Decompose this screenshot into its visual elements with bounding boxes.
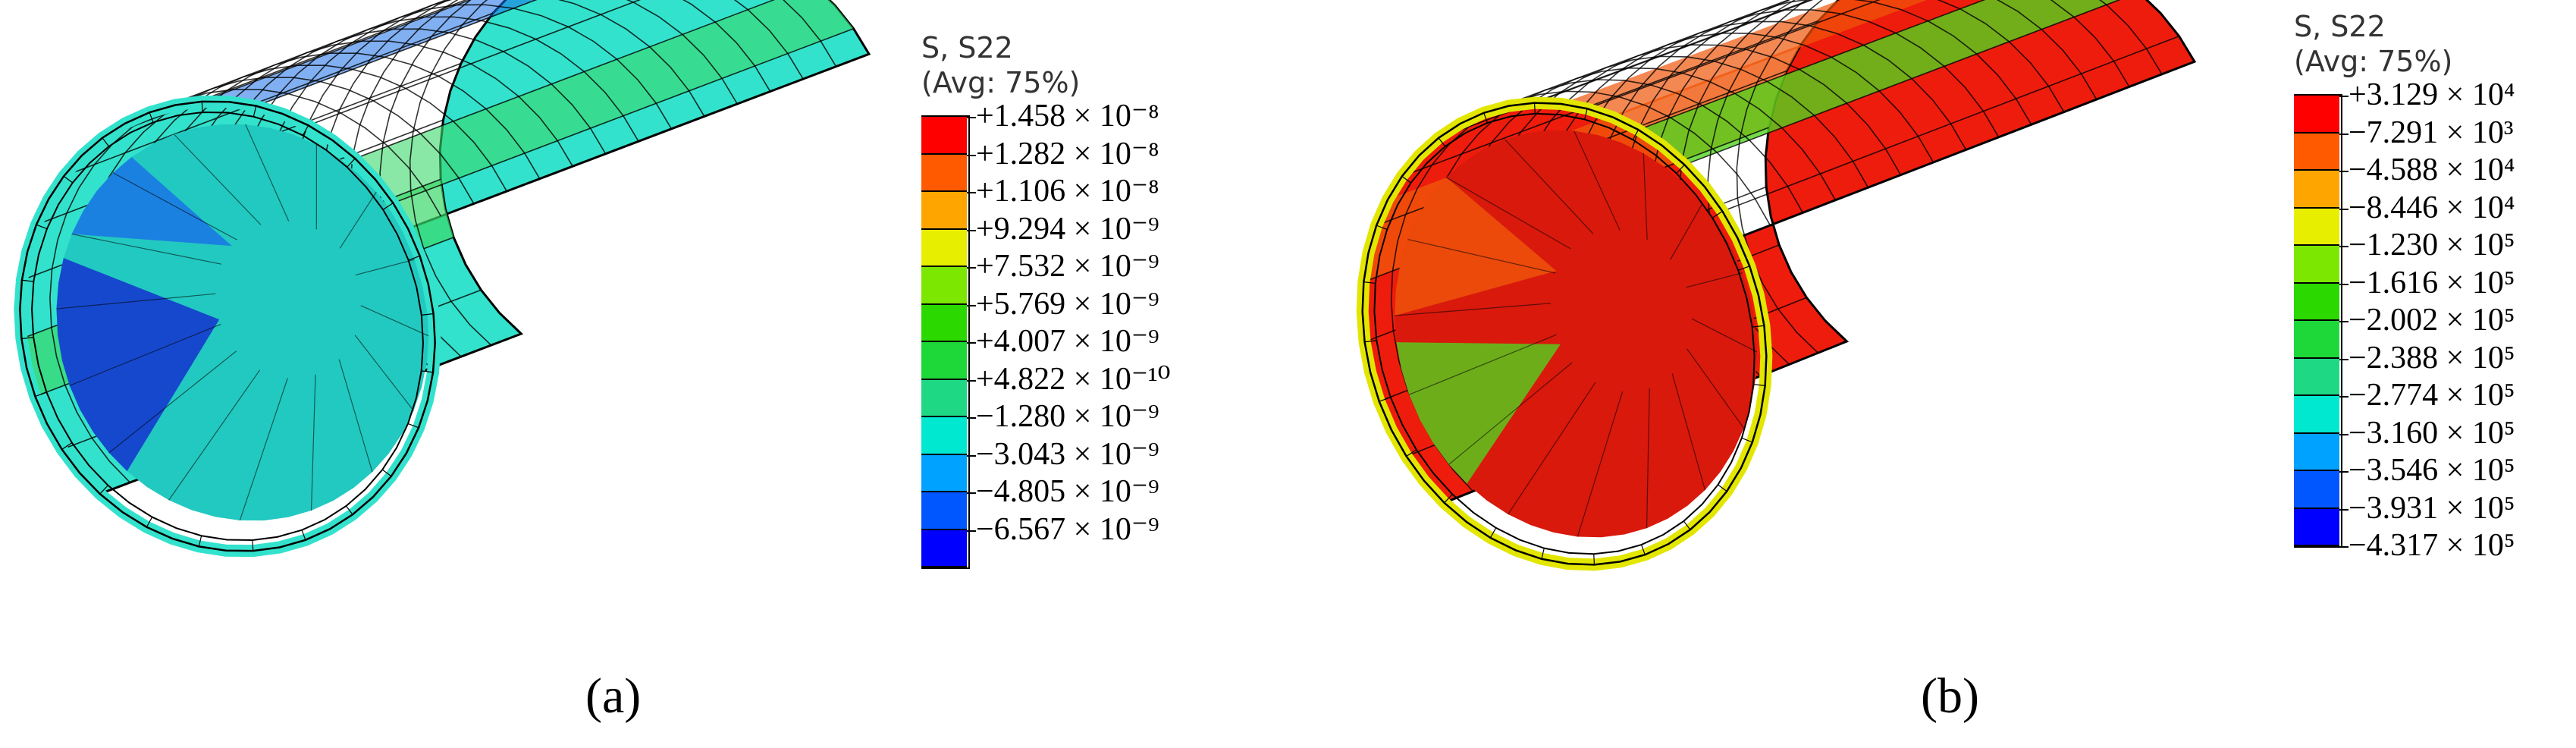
colorbar-tick xyxy=(2339,96,2349,97)
legend-a: S, S22 (Avg: 75%) +1.458 × 10⁻⁸ +1.282 × … xyxy=(921,30,1170,569)
stress-band xyxy=(1638,0,2119,165)
colorbar-tick xyxy=(967,154,976,156)
colorbar-swatch xyxy=(2294,396,2339,434)
colorbar-tick xyxy=(2339,283,2349,285)
colorbar-swatch xyxy=(921,267,967,305)
colorbar-swatch xyxy=(921,229,967,267)
colorbar-label: +1.106 × 10⁻⁸ xyxy=(976,174,1159,209)
colorbar-swatch xyxy=(921,492,967,530)
legend-a-averaging: (Avg: 75%) xyxy=(921,66,1081,99)
tube-contour-plot-a xyxy=(14,0,871,558)
colorbar-swatch xyxy=(921,192,967,230)
colorbar-label: −4.805 × 10⁻⁹ xyxy=(976,474,1159,509)
colorbar-label: −3.546 × 10⁵ xyxy=(2349,453,2515,488)
colorbar-label: +1.458 × 10⁻⁸ xyxy=(976,99,1159,134)
colorbar-label: −3.043 × 10⁻⁹ xyxy=(976,436,1159,472)
colorbar-tick xyxy=(967,454,976,457)
colorbar-tick xyxy=(2339,471,2349,473)
colorbar-swatch xyxy=(2294,246,2339,284)
colorbar-swatch xyxy=(921,304,967,342)
colorbar-tick xyxy=(2339,321,2349,322)
colorbar-swatch xyxy=(2294,283,2339,321)
colorbar-swatch xyxy=(2294,96,2339,134)
colorbar-tick xyxy=(2339,133,2349,135)
colorbar-tick xyxy=(2339,246,2349,247)
colorbar-label: −7.291 × 10³ xyxy=(2349,115,2514,150)
legend-a-title: S, S22 xyxy=(921,31,1013,64)
colorbar-tick xyxy=(967,379,976,382)
legend-b-averaging: (Avg: 75%) xyxy=(2294,45,2453,78)
colorbar-tick xyxy=(2339,358,2349,360)
panel-b: S, S22 (Avg: 75%) +3.129 × 10⁴ −7.291 × 1… xyxy=(1288,0,2576,748)
colorbar-label: −6.567 × 10⁻⁹ xyxy=(976,511,1159,547)
colorbar-swatch xyxy=(2294,321,2339,359)
colorbar-tick xyxy=(967,304,976,306)
colorbar-tick xyxy=(2339,171,2349,172)
colorbar-tick xyxy=(2339,546,2349,548)
colorbar-label: −4.317 × 10⁵ xyxy=(2349,528,2515,563)
colorbar-label: +3.129 × 10⁴ xyxy=(2349,77,2515,112)
colorbar-tick xyxy=(967,492,976,494)
colorbar-tick xyxy=(2339,508,2349,511)
colorbar-label: +4.822 × 10⁻¹⁰ xyxy=(976,361,1171,397)
colorbar-label: −3.160 × 10⁵ xyxy=(2349,415,2515,451)
colorbar-swatch xyxy=(921,342,967,380)
colorbar-swatch xyxy=(2294,471,2339,509)
colorbar-label: −1.280 × 10⁻⁹ xyxy=(976,399,1159,434)
colorbar-label: −2.774 × 10⁵ xyxy=(2349,378,2515,413)
colorbar-swatch xyxy=(2294,358,2339,396)
colorbar-tick xyxy=(967,267,976,269)
colorbar-swatch xyxy=(921,379,967,417)
colorbar-swatch xyxy=(2294,208,2339,246)
colorbar-swatch xyxy=(921,117,967,155)
colorbar-label: −3.931 × 10⁵ xyxy=(2349,490,2515,526)
colorbar-swatch xyxy=(921,154,967,192)
colorbar-swatch xyxy=(921,454,967,492)
colorbar-swatch xyxy=(2294,171,2339,209)
stress-band xyxy=(355,0,854,203)
colorbar-tick xyxy=(2339,396,2349,398)
colorbar-label: −4.588 × 10⁴ xyxy=(2349,152,2515,187)
caption-b: (b) xyxy=(1921,668,1979,724)
colorbar-label: −2.388 × 10⁵ xyxy=(2349,340,2515,376)
stress-band xyxy=(1561,0,1927,118)
colorbar-swatch xyxy=(921,530,967,567)
colorbar-label: +4.007 × 10⁻⁹ xyxy=(976,324,1159,359)
colorbar-label: −1.230 × 10⁵ xyxy=(2349,228,2515,262)
colorbar-swatch xyxy=(921,417,967,455)
colorbar-label: −1.616 × 10⁵ xyxy=(2349,265,2515,300)
colorbar-label: +9.294 × 10⁻⁹ xyxy=(976,211,1159,247)
colorbar-tick xyxy=(2339,433,2349,435)
inner-stress-band xyxy=(1396,342,1561,484)
colorbar-tick xyxy=(967,117,976,118)
colorbar-swatch xyxy=(2294,508,2339,546)
legend-b: S, S22 (Avg: 75%) +3.129 × 10⁴ −7.291 × 1… xyxy=(2294,9,2515,561)
colorbar-label: −8.446 × 10⁴ xyxy=(2349,190,2515,225)
colorbar-swatch xyxy=(2294,433,2339,471)
tube-contour-plot-b xyxy=(1356,0,2197,571)
colorbar-tick xyxy=(967,417,976,419)
colorbar-tick xyxy=(2339,208,2349,210)
colorbar-label: +1.282 × 10⁻⁸ xyxy=(976,136,1159,171)
colorbar-swatch xyxy=(2294,133,2339,171)
legend-b-title: S, S22 xyxy=(2294,10,2386,43)
inner-stress-band xyxy=(1395,177,1557,316)
colorbar-tick xyxy=(967,229,976,231)
colorbar-tick xyxy=(967,192,976,193)
colorbar-label: −2.002 × 10⁵ xyxy=(2349,303,2515,338)
stress-band xyxy=(202,0,536,106)
panel-a: S, S22 (Avg: 75%) +1.458 × 10⁻⁸ +1.282 × … xyxy=(14,0,1170,724)
colorbar-label: +7.532 × 10⁻⁹ xyxy=(976,249,1159,284)
colorbar-label: +5.769 × 10⁻⁹ xyxy=(976,286,1159,322)
colorbar-tick xyxy=(967,342,976,344)
caption-a: (a) xyxy=(585,668,642,724)
inner-stress-band xyxy=(71,157,232,247)
colorbar-tick xyxy=(967,530,976,532)
inner-stress-band xyxy=(56,258,220,472)
